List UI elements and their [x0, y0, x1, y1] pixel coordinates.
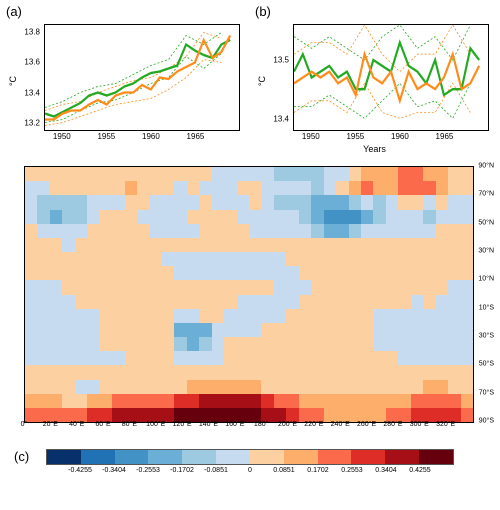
- panel-b-label: (b): [255, 4, 271, 19]
- colorbar-panel: (c) -0.4255-0.3404-0.2553-0.1702-0.08510…: [6, 449, 494, 487]
- panel-b-chart: [293, 24, 489, 131]
- panel-b-yticks: 13.413.5: [273, 24, 291, 131]
- panel-a-yticks: 13.213.413.613.8: [24, 24, 42, 131]
- panel-b-ylabel: °C: [257, 76, 267, 86]
- map-panel: 90°N70°N50°N30°N10°N10°S30°S50°S70°S90°S…: [6, 166, 494, 421]
- colorbar: [46, 449, 454, 465]
- map-xticks: 0°20°E40°E60°E80°E100°E120°E140°E160°E18…: [24, 421, 472, 433]
- map-grid: [24, 166, 474, 423]
- panel-b-xticks: 1950195519601965: [293, 132, 489, 144]
- panel-b-xlabel: Years: [363, 144, 386, 154]
- panel-a-label: (a): [6, 4, 22, 19]
- colorbar-ticks: -0.4255-0.3404-0.2553-0.1702-0.085100.08…: [46, 467, 454, 481]
- panel-a-xticks: 1950195519601965: [44, 132, 240, 144]
- panel-a-chart: [44, 24, 240, 131]
- panel-b: (b) °C 13.413.5 1950195519601965 Years: [255, 6, 494, 156]
- panel-a-ylabel: °C: [8, 76, 18, 86]
- map-yticks: 90°N70°N50°N30°N10°N10°S30°S50°S70°S90°S: [474, 166, 494, 421]
- panel-c-label: (c): [14, 449, 29, 464]
- panel-a: (a) °C 13.213.413.613.8 1950195519601965: [6, 6, 245, 156]
